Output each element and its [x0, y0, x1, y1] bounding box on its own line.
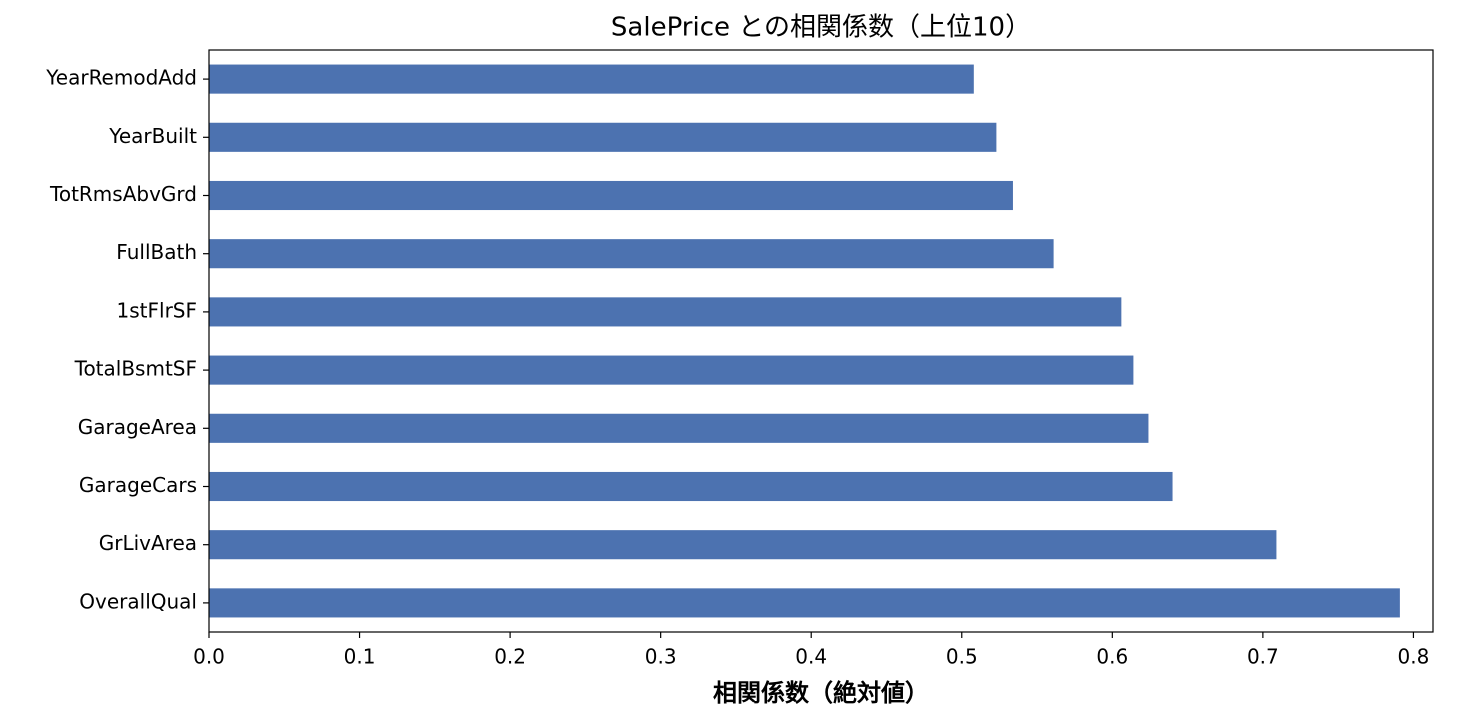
- chart-title: SalePrice との相関係数（上位10）: [611, 13, 1031, 43]
- y-tick-label: GrLivArea: [99, 531, 197, 555]
- bar: [209, 413, 1149, 443]
- bar: [209, 355, 1134, 385]
- x-tick-label: 0.7: [1247, 645, 1279, 669]
- bar: [209, 471, 1173, 502]
- x-tick-label: 0.2: [494, 645, 526, 669]
- x-tick-label: 0.6: [1096, 645, 1128, 669]
- x-tick-label: 0.5: [946, 645, 978, 669]
- bar: [209, 239, 1054, 269]
- y-tick-label: GarageArea: [78, 415, 197, 439]
- bar: [209, 180, 1013, 211]
- y-tick-label: TotalBsmtSF: [74, 357, 197, 381]
- y-tick-label: OverallQual: [79, 589, 197, 613]
- x-tick-label: 0.0: [193, 645, 225, 669]
- plot-frame: [208, 49, 1434, 633]
- x-tick-label: 0.4: [795, 645, 827, 669]
- bar: [209, 588, 1400, 618]
- y-tick-label: YearRemodAdd: [45, 66, 197, 90]
- x-tick-label: 0.1: [344, 645, 376, 669]
- y-tick-label: 1stFlrSF: [117, 298, 197, 322]
- x-axis-label: 相関係数（絶対値）: [713, 679, 929, 707]
- bar: [209, 297, 1122, 327]
- bar: [209, 122, 997, 152]
- x-tick-label: 0.3: [645, 645, 677, 669]
- bar: [209, 530, 1277, 560]
- bar: [209, 64, 974, 94]
- y-tick-label: TotRmsAbvGrd: [49, 182, 197, 206]
- y-tick-label: GarageCars: [79, 473, 197, 497]
- x-tick-label: 0.8: [1398, 645, 1430, 669]
- y-tick-label: FullBath: [116, 240, 197, 264]
- y-tick-label: YearBuilt: [108, 124, 197, 148]
